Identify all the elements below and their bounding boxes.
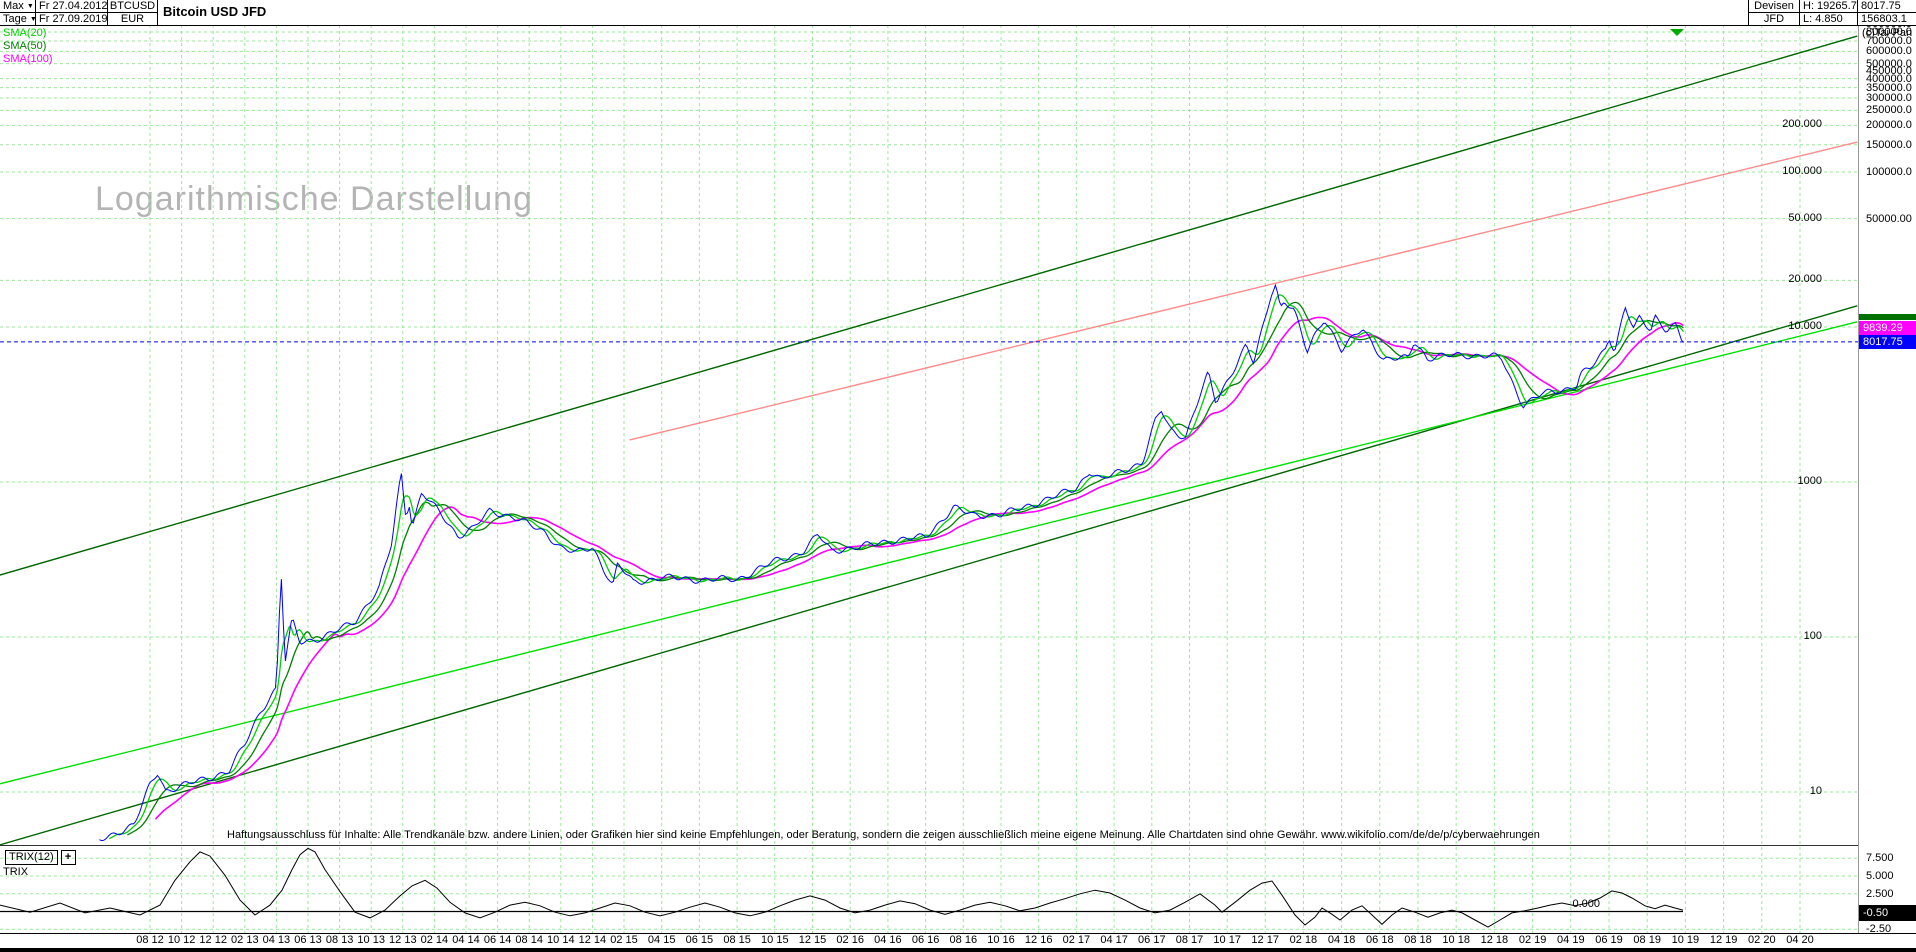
date-from: Fr 27.04.2012	[39, 0, 107, 12]
high-value: H: 19265.71	[1803, 0, 1857, 12]
x-axis-label: 08 13	[325, 934, 354, 946]
x-axis-label: 08 18	[1404, 934, 1432, 946]
x-axis-label: 12 17	[1251, 934, 1279, 946]
x-axis-row: 08 12 10 12 12 12 02 13 04 13 06 13 08 13 10 13…	[0, 933, 1916, 949]
x-axis-label: 06 15	[685, 934, 714, 946]
x-axis-label: 02 18	[1289, 934, 1318, 946]
series-line	[109, 294, 1684, 840]
x-axis-label: 02 15	[610, 934, 638, 946]
watermark: Logarithmische Darstellung	[95, 180, 533, 218]
x-axis-label: 12 13	[389, 934, 417, 946]
x-axis-label: 08 19	[1633, 934, 1661, 946]
x-axis-label: 08 16	[949, 934, 978, 946]
trix-line	[0, 847, 1684, 928]
x-axis-label: 12 19	[1709, 934, 1738, 946]
x-axis-label: 10 18	[1442, 934, 1470, 946]
x-axis-label: 12 15	[798, 934, 827, 946]
price-scale-column	[1858, 25, 1916, 948]
x-axis-label: 10 12	[167, 934, 196, 946]
x-axis-label: 12 18	[1480, 934, 1509, 946]
x-axis-label: 02 13	[231, 934, 259, 946]
add-indicator-button[interactable]: +	[60, 850, 76, 865]
x-axis-label: 04 20	[1786, 934, 1814, 946]
chevron-down-icon: ▼	[30, 16, 35, 23]
signal-triangle-icon	[1670, 29, 1684, 36]
x-axis-label: 02 17	[1062, 934, 1091, 946]
symbol-label: BTCUSD	[109, 0, 156, 12]
provider-broker: JFD	[1749, 12, 1799, 25]
indicator-name-button[interactable]: TRIX(12)	[5, 850, 58, 865]
x-axis-label: 10 16	[987, 934, 1015, 946]
indicator-header: TRIX(12) +	[5, 850, 76, 865]
x-axis-label: 04 19	[1557, 934, 1585, 946]
x-axis-label: 08 12	[136, 934, 164, 946]
x-axis-label: 02 19	[1518, 934, 1547, 946]
x-axis-label: 10 19	[1671, 934, 1700, 946]
x-axis-label: 06 13	[294, 934, 322, 946]
x-axis-label: 06 14	[483, 934, 512, 946]
x-axis-label: 04 14	[452, 934, 480, 946]
x-axis-label: 04 16	[874, 934, 902, 946]
alt-price: 156803.1	[1858, 12, 1916, 25]
x-axis-label: 08 15	[723, 934, 751, 946]
x-axis-label: 06 18	[1366, 934, 1394, 946]
x-axis-label: 04 13	[262, 934, 291, 946]
series-line	[127, 301, 1684, 836]
copyright-label: (c)Tai-Pan	[1862, 27, 1913, 39]
x-axis-label: 06 19	[1595, 934, 1623, 946]
indicator-short-label: TRIX	[3, 866, 29, 878]
disclaimer-text: Haftungsausschluss für Inhalte: Alle Tre…	[227, 829, 1540, 841]
x-axis-label: 02 16	[836, 934, 864, 946]
range-dropdown[interactable]: Max ▼	[3, 0, 34, 12]
x-axis-label: 08 14	[515, 934, 543, 946]
series-line	[99, 283, 1684, 842]
x-axis-label: 10 13	[357, 934, 385, 946]
bottom-bar	[0, 948, 1916, 952]
x-axis-label: 12 14	[578, 934, 607, 946]
x-axis-label: 04 18	[1327, 934, 1356, 946]
series-line	[154, 316, 1684, 820]
x-axis-label: 06 17	[1138, 934, 1166, 946]
trend-line-lower-channel	[0, 305, 1858, 845]
date-to: Fr 27.09.2019	[36, 12, 107, 25]
x-axis-label: 10 14	[547, 934, 575, 946]
trend-line-mid-channel	[629, 141, 1858, 441]
x-axis-label: 04 15	[647, 934, 676, 946]
x-axis-label: 10 15	[761, 934, 789, 946]
x-axis-label: 02 14	[420, 934, 449, 946]
x-axis-label: 12 12	[199, 934, 227, 946]
currency-label: EUR	[108, 12, 157, 25]
header-bar: Max ▼ Tage ▼ Fr 27.04.2012 Fr 27.09.2019…	[0, 0, 1916, 26]
chart-title: Bitcoin USD JFD	[163, 4, 267, 19]
provider-name: Devisen	[1754, 0, 1794, 12]
x-axis-label: 04 17	[1100, 934, 1128, 946]
trend-line-upper-channel	[0, 35, 1858, 576]
x-axis-label: 02 20	[1748, 934, 1776, 946]
chevron-down-icon: ▼	[26, 3, 34, 10]
x-axis-label: 06 16	[911, 934, 940, 946]
last-price: 8017.75	[1861, 0, 1901, 12]
trend-line-support-line	[0, 321, 1858, 785]
x-axis-label: 12 16	[1024, 934, 1053, 946]
low-value: L: 4.850	[1800, 12, 1857, 25]
period-dropdown[interactable]: Tage ▼	[0, 12, 35, 25]
x-axis-label: 10 17	[1213, 934, 1241, 946]
x-axis-label: 08 17	[1175, 934, 1204, 946]
